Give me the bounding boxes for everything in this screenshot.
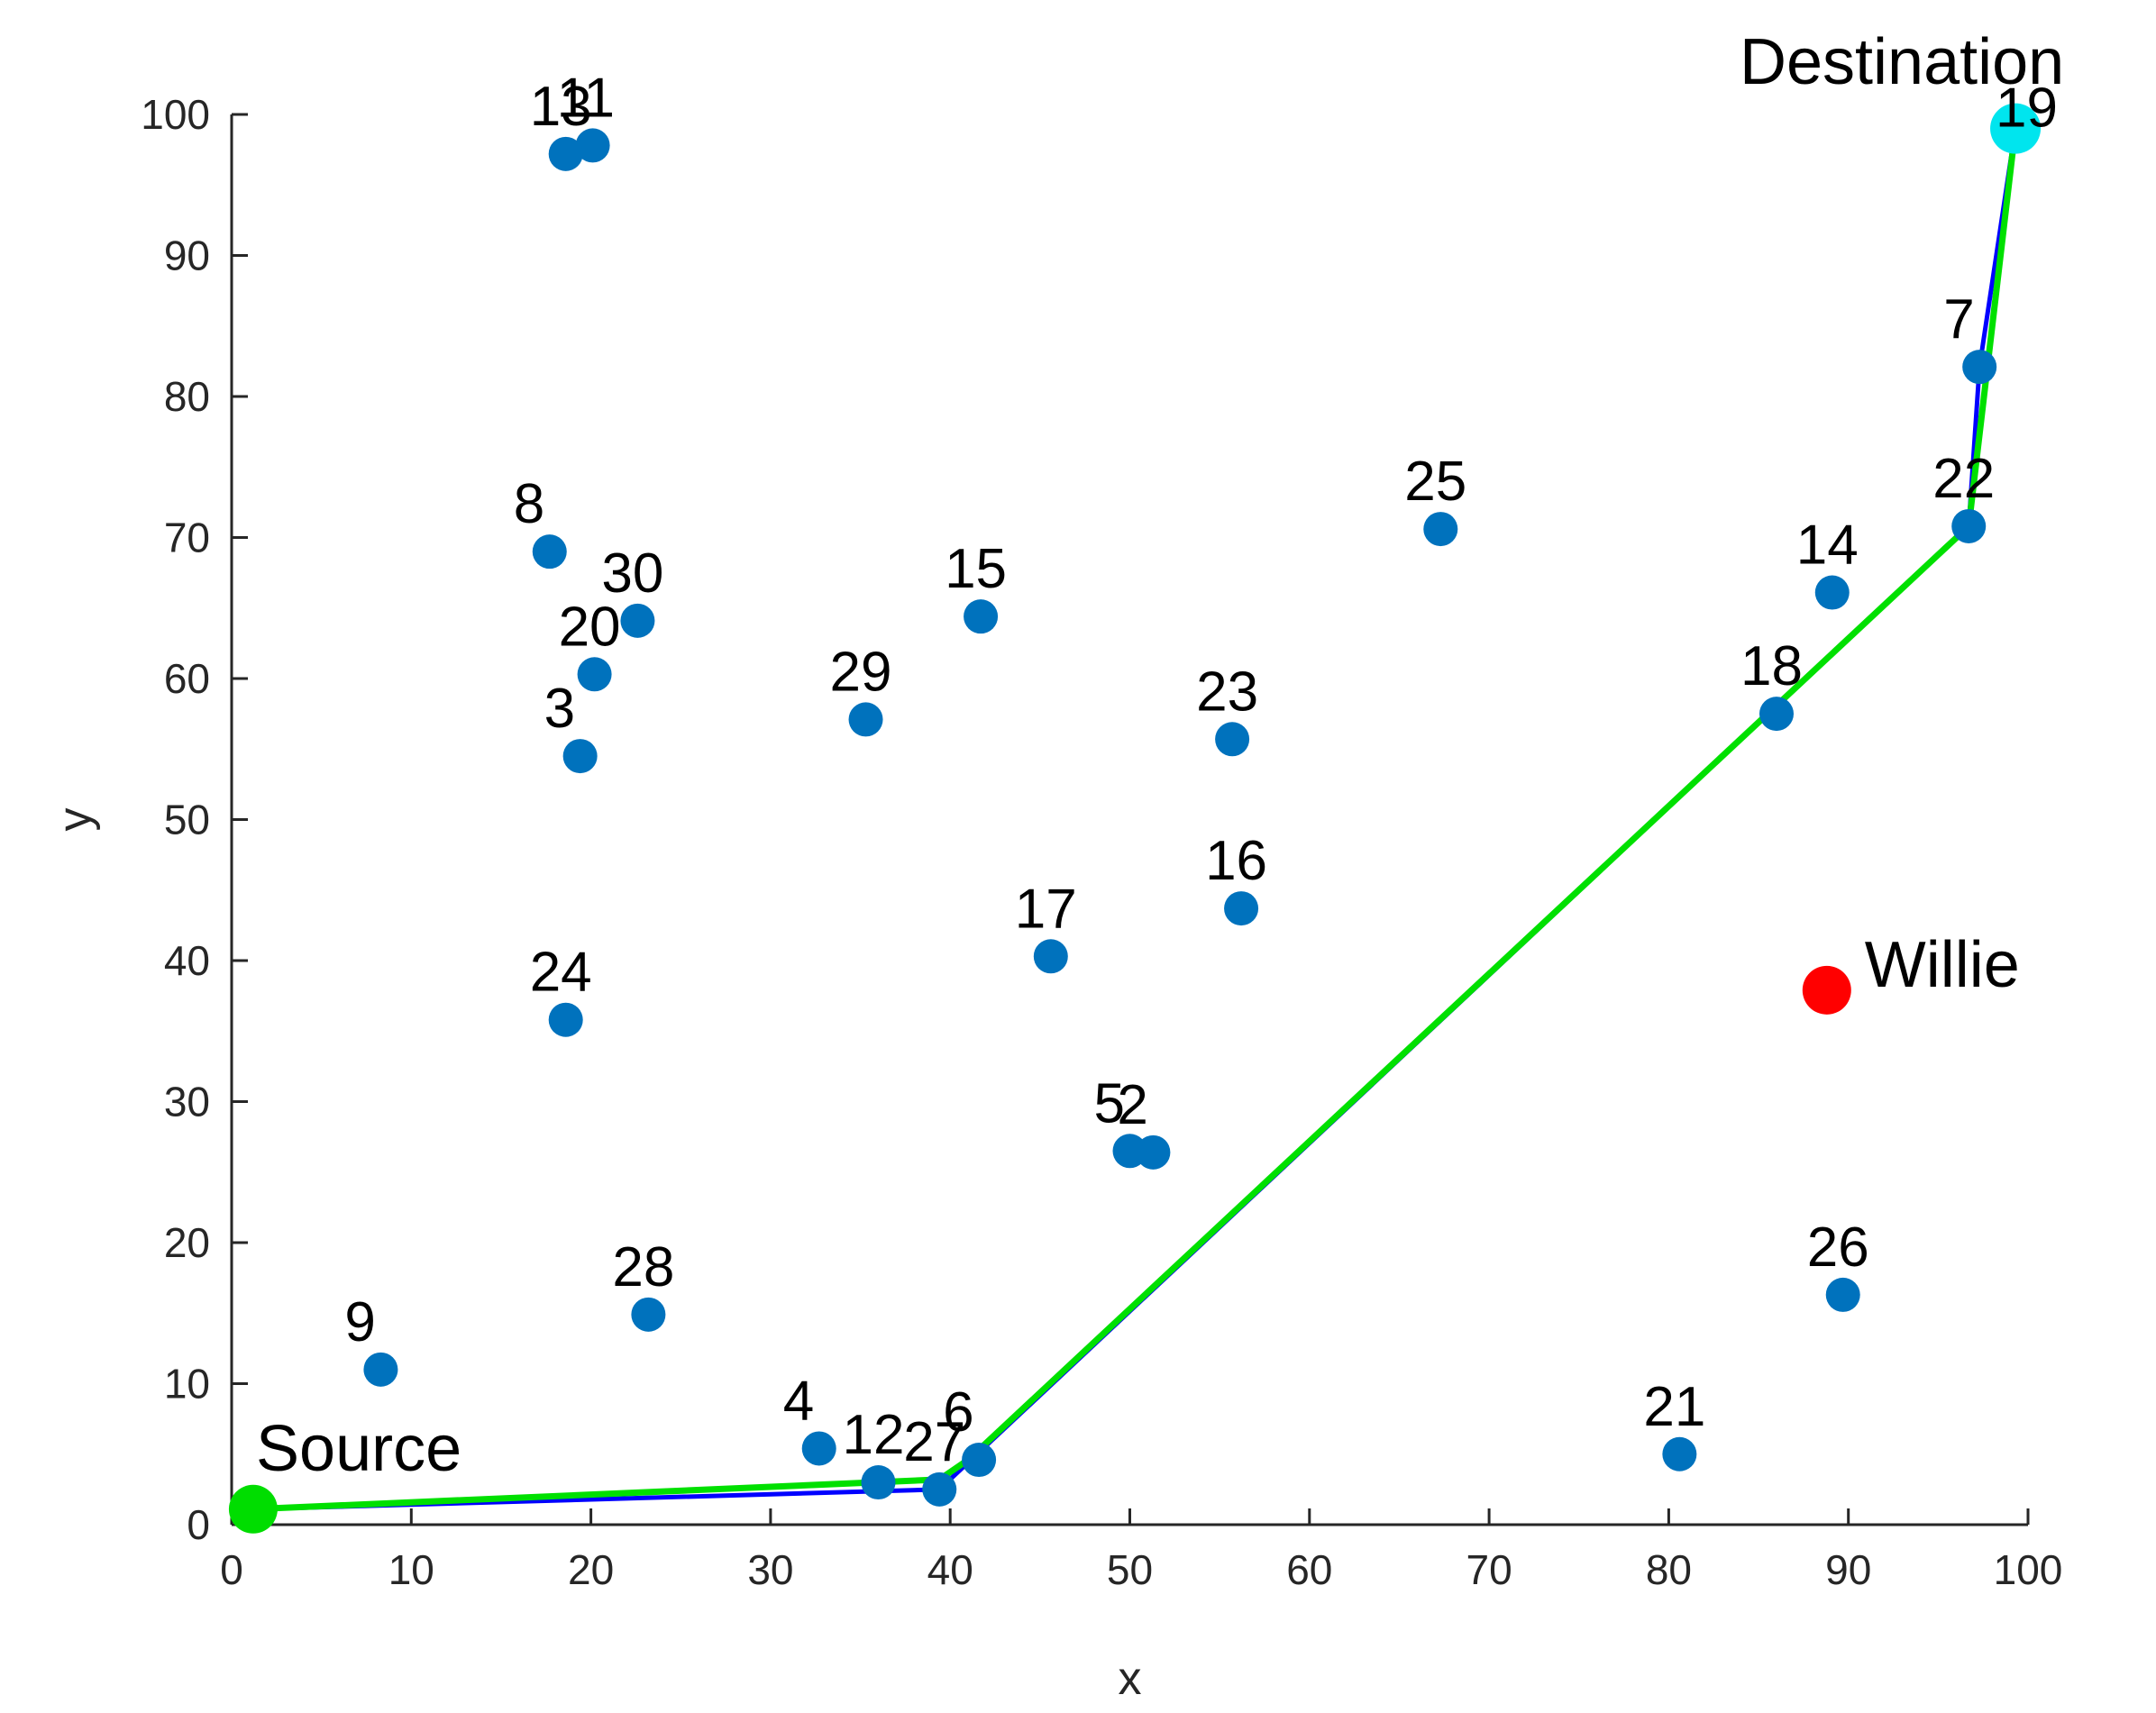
node-20-marker <box>577 657 612 692</box>
node-18-marker <box>1759 697 1794 732</box>
node-markers <box>228 103 2042 1534</box>
node-25-marker <box>1423 512 1458 547</box>
x-tick-label: 90 <box>1825 1546 1871 1593</box>
node-7-label: 7 <box>1943 288 1974 351</box>
source-label: Source <box>256 1413 461 1485</box>
y-tick-label: 40 <box>164 937 210 984</box>
willie-marker <box>1802 965 1851 1015</box>
node-23-marker <box>1215 722 1250 757</box>
node-5-label: 5 <box>1094 1072 1125 1134</box>
node-2-label: 2 <box>1117 1074 1147 1136</box>
node-28-marker <box>631 1297 666 1332</box>
node-6-marker <box>962 1443 997 1478</box>
x-tick-label: 100 <box>1994 1546 2063 1593</box>
node-21-marker <box>1662 1436 1697 1472</box>
node-4-label: 4 <box>783 1370 814 1432</box>
node-24-label: 24 <box>530 942 592 1004</box>
node-13-label: 13 <box>530 76 592 138</box>
x-axis-title: x <box>1119 1653 1142 1705</box>
green-route-line <box>250 125 2019 1513</box>
node-17-marker <box>1033 939 1068 974</box>
node-22-marker <box>1951 508 1987 543</box>
node-15-marker <box>964 599 999 634</box>
node-6-label: 6 <box>943 1381 973 1444</box>
x-tick-label: 80 <box>1646 1546 1692 1593</box>
willie-label: Willie <box>1865 929 2020 1001</box>
x-tick-label: 10 <box>388 1546 434 1593</box>
node-9-marker <box>363 1352 398 1387</box>
y-tick-label: 10 <box>164 1361 210 1408</box>
node-12-marker <box>861 1465 896 1500</box>
destination-label: Destination <box>1740 26 2064 98</box>
node-24-marker <box>548 1002 583 1037</box>
node-22-label: 22 <box>1932 448 1995 510</box>
node-3-label: 3 <box>544 678 575 740</box>
node-29-marker <box>848 702 883 737</box>
y-tick-label: 100 <box>141 91 210 138</box>
node-14-marker <box>1814 575 1850 610</box>
node-27-label: 27 <box>903 1411 965 1473</box>
node-labels: 2345678911121314151617182021222324252627… <box>256 26 2064 1485</box>
node-5-marker <box>1112 1134 1147 1169</box>
node-26-marker <box>1825 1277 1860 1312</box>
y-tick-label: 0 <box>187 1501 210 1548</box>
node-4-marker <box>801 1431 836 1466</box>
x-tick-label: 70 <box>1466 1546 1512 1593</box>
node-13-marker <box>548 136 583 171</box>
node-28-label: 28 <box>612 1236 674 1298</box>
x-tick-label: 0 <box>220 1546 243 1593</box>
x-tick-label: 60 <box>1286 1546 1332 1593</box>
y-tick-label: 50 <box>164 797 210 843</box>
y-tick-label: 70 <box>164 515 210 561</box>
node-14-label: 14 <box>1796 515 1859 577</box>
node-23-label: 23 <box>1196 661 1258 723</box>
node-11-marker <box>575 128 610 163</box>
y-tick-label: 80 <box>164 373 210 420</box>
y-tick-label: 30 <box>164 1079 210 1125</box>
node-3-marker <box>562 739 598 774</box>
route-paths <box>250 125 2019 1513</box>
node-7-marker <box>1962 350 1997 385</box>
y-tick-label: 20 <box>164 1219 210 1266</box>
node-30-marker <box>620 603 655 638</box>
node-16-marker <box>1224 891 1259 926</box>
node-25-label: 25 <box>1404 451 1466 513</box>
node-15-label: 15 <box>945 538 1007 600</box>
node-27-marker <box>922 1472 957 1507</box>
node-17-label: 17 <box>1015 878 1077 940</box>
y-axis-title: y <box>49 808 101 832</box>
node-9-label: 9 <box>344 1291 375 1353</box>
node-16-label: 16 <box>1205 830 1267 892</box>
node-30-label: 30 <box>601 542 663 605</box>
node-11-label: 11 <box>557 67 615 129</box>
node-26-label: 26 <box>1807 1216 1869 1279</box>
node-21-label: 21 <box>1643 1376 1705 1438</box>
source-marker <box>228 1484 278 1534</box>
y-tick-label: 60 <box>164 655 210 702</box>
node-19-label: 19 <box>1996 77 2058 140</box>
axes: 0 10 20 30 40 50 60 70 80 90 100010203040506070809… <box>49 91 2062 1705</box>
node-20-label: 20 <box>559 596 621 658</box>
node-29-label: 29 <box>830 641 892 703</box>
x-tick-label: 30 <box>747 1546 793 1593</box>
node-8-label: 8 <box>514 473 544 535</box>
x-tick-label: 50 <box>1107 1546 1153 1593</box>
node-12-label: 12 <box>842 1404 904 1466</box>
y-tick-label: 90 <box>164 232 210 279</box>
node-18-label: 18 <box>1740 635 1803 697</box>
node-8-marker <box>532 534 567 569</box>
x-tick-label: 40 <box>927 1546 973 1593</box>
destination-marker <box>1990 103 2042 154</box>
x-tick-label: 20 <box>568 1546 614 1593</box>
